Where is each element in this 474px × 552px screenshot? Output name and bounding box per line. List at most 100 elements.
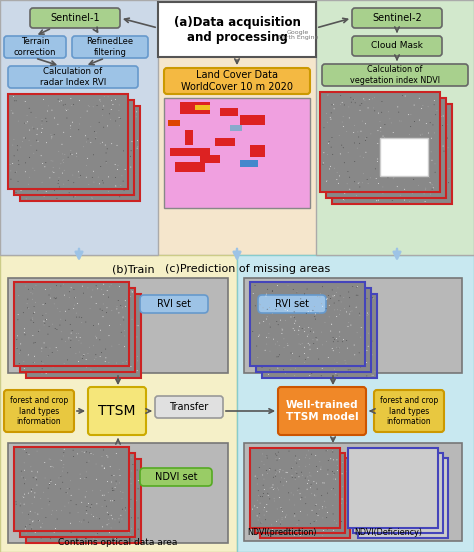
Point — [268, 525, 276, 534]
Point — [374, 197, 382, 205]
Point — [323, 471, 331, 480]
Point — [23, 111, 31, 120]
Point — [28, 523, 36, 532]
Point — [317, 502, 325, 511]
Point — [69, 140, 77, 148]
Point — [29, 334, 37, 343]
Point — [304, 327, 311, 336]
Point — [19, 445, 27, 454]
Point — [347, 335, 355, 344]
Point — [23, 327, 30, 336]
Point — [379, 183, 387, 192]
Point — [115, 325, 123, 334]
Point — [313, 354, 321, 363]
Point — [119, 488, 127, 497]
Point — [260, 516, 268, 525]
Point — [369, 351, 376, 359]
Point — [326, 352, 333, 360]
Point — [134, 513, 142, 522]
Point — [394, 103, 401, 112]
Point — [92, 299, 100, 308]
Point — [114, 336, 122, 344]
Point — [360, 362, 367, 370]
Point — [378, 108, 385, 116]
Point — [79, 179, 87, 188]
Point — [419, 135, 426, 144]
Point — [357, 350, 365, 359]
Point — [28, 529, 36, 538]
Point — [329, 346, 337, 355]
Point — [120, 99, 128, 108]
Point — [308, 489, 316, 498]
Point — [35, 327, 42, 336]
Point — [292, 322, 300, 331]
Point — [122, 497, 129, 506]
Point — [428, 145, 436, 154]
Point — [46, 173, 54, 182]
Point — [325, 291, 332, 300]
Point — [349, 157, 356, 166]
Point — [95, 322, 103, 331]
Point — [279, 522, 286, 530]
Point — [328, 492, 336, 501]
Point — [369, 182, 377, 191]
Point — [403, 107, 410, 116]
Point — [64, 489, 72, 497]
Point — [384, 130, 392, 139]
Point — [113, 165, 121, 174]
Point — [128, 453, 135, 461]
Point — [25, 351, 32, 359]
Point — [301, 355, 309, 364]
Point — [294, 325, 302, 333]
Point — [90, 321, 97, 330]
Point — [63, 516, 70, 524]
Point — [323, 525, 331, 534]
Point — [113, 467, 120, 476]
Point — [430, 146, 438, 155]
Point — [346, 302, 353, 311]
Point — [346, 114, 353, 123]
Point — [98, 286, 105, 295]
Point — [295, 352, 303, 360]
Point — [277, 519, 284, 528]
Point — [27, 456, 35, 465]
Point — [429, 166, 437, 174]
Bar — [250, 145, 265, 157]
Point — [276, 467, 284, 476]
Point — [331, 513, 338, 522]
Point — [332, 524, 339, 533]
Point — [280, 481, 287, 490]
Point — [42, 158, 50, 167]
Point — [95, 119, 103, 128]
Point — [291, 531, 298, 540]
Point — [18, 466, 25, 475]
Point — [31, 489, 39, 497]
Point — [321, 326, 329, 335]
Point — [298, 469, 305, 478]
Point — [109, 486, 116, 495]
Point — [86, 299, 94, 307]
Point — [353, 167, 360, 176]
Point — [353, 320, 361, 328]
Point — [82, 290, 90, 299]
Point — [115, 486, 122, 495]
Point — [311, 482, 319, 491]
Point — [328, 179, 335, 188]
Point — [395, 160, 402, 168]
Point — [259, 301, 266, 310]
Bar — [332, 104, 452, 204]
Point — [115, 121, 123, 130]
Point — [30, 159, 37, 168]
Point — [102, 509, 110, 518]
Point — [272, 466, 279, 475]
Point — [360, 302, 368, 311]
Point — [117, 367, 125, 375]
Point — [277, 303, 284, 312]
Point — [96, 514, 103, 523]
Point — [410, 166, 418, 175]
Point — [313, 462, 320, 471]
Point — [121, 489, 128, 498]
Point — [88, 330, 95, 339]
Point — [110, 364, 118, 373]
Point — [316, 308, 323, 317]
